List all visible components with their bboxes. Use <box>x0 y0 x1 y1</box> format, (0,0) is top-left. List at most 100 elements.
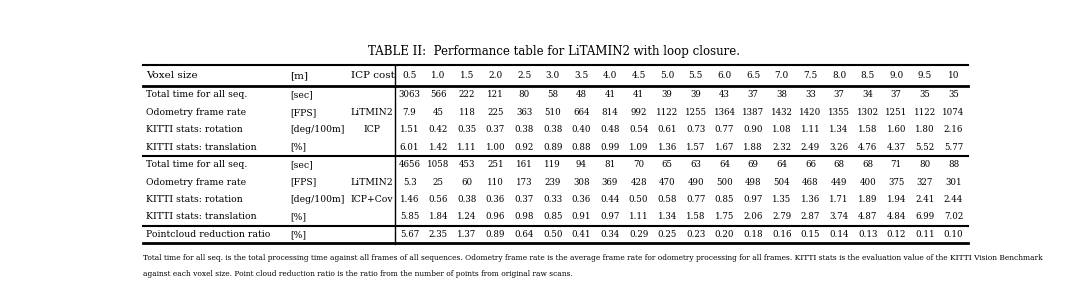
Text: 301: 301 <box>945 177 962 187</box>
Text: 2.49: 2.49 <box>800 143 820 152</box>
Text: Odometry frame rate: Odometry frame rate <box>146 177 246 187</box>
Text: 1.51: 1.51 <box>400 125 419 134</box>
Text: 400: 400 <box>860 177 876 187</box>
Text: 2.5: 2.5 <box>517 71 531 80</box>
Text: 10: 10 <box>948 71 959 80</box>
Text: 1432: 1432 <box>771 108 793 117</box>
Text: 39: 39 <box>662 90 673 99</box>
Text: 63: 63 <box>690 160 701 169</box>
Text: 5.85: 5.85 <box>400 212 419 222</box>
Text: KITTI stats: translation: KITTI stats: translation <box>146 143 257 152</box>
Text: 1.34: 1.34 <box>658 212 677 222</box>
Text: 0.23: 0.23 <box>686 230 705 239</box>
Text: ICP cost: ICP cost <box>351 71 395 80</box>
Text: 0.90: 0.90 <box>743 125 762 134</box>
Text: 70: 70 <box>633 160 644 169</box>
Text: 490: 490 <box>688 177 704 187</box>
Text: 6.5: 6.5 <box>746 71 760 80</box>
Text: 1.0: 1.0 <box>431 71 445 80</box>
Text: 66: 66 <box>805 160 815 169</box>
Text: 41: 41 <box>605 90 616 99</box>
Text: 1.94: 1.94 <box>887 195 906 204</box>
Text: 500: 500 <box>716 177 733 187</box>
Text: 35: 35 <box>919 90 930 99</box>
Text: 33: 33 <box>805 90 815 99</box>
Text: 0.91: 0.91 <box>571 212 591 222</box>
Text: 1387: 1387 <box>742 108 765 117</box>
Text: 0.96: 0.96 <box>486 212 505 222</box>
Text: 992: 992 <box>631 108 647 117</box>
Text: 173: 173 <box>516 177 532 187</box>
Text: 1.11: 1.11 <box>629 212 648 222</box>
Text: 1.36: 1.36 <box>658 143 677 152</box>
Text: 6.0: 6.0 <box>717 71 731 80</box>
Text: ICP+Cov: ICP+Cov <box>351 195 393 204</box>
Text: 0.10: 0.10 <box>944 230 963 239</box>
Text: 0.38: 0.38 <box>514 125 534 134</box>
Text: 0.58: 0.58 <box>658 195 677 204</box>
Text: 470: 470 <box>659 177 676 187</box>
Text: 369: 369 <box>602 177 618 187</box>
Text: Voxel size: Voxel size <box>146 71 198 80</box>
Text: Total time for all seq.: Total time for all seq. <box>146 90 247 99</box>
Text: 3.5: 3.5 <box>575 71 589 80</box>
Text: 80: 80 <box>518 90 530 99</box>
Text: LiTMIN2: LiTMIN2 <box>351 177 393 187</box>
Text: 8.5: 8.5 <box>861 71 875 80</box>
Text: 2.79: 2.79 <box>772 212 792 222</box>
Text: Total time for all seq.: Total time for all seq. <box>146 160 247 169</box>
Text: 0.44: 0.44 <box>600 195 620 204</box>
Text: 2.06: 2.06 <box>743 212 762 222</box>
Text: LiTMIN2: LiTMIN2 <box>351 108 393 117</box>
Text: 0.15: 0.15 <box>800 230 820 239</box>
Text: 363: 363 <box>516 108 532 117</box>
Text: 2.16: 2.16 <box>944 125 963 134</box>
Text: 0.85: 0.85 <box>715 195 734 204</box>
Text: 3.74: 3.74 <box>829 212 849 222</box>
Text: 308: 308 <box>573 177 590 187</box>
Text: 1.46: 1.46 <box>400 195 419 204</box>
Text: 375: 375 <box>888 177 904 187</box>
Text: 1.60: 1.60 <box>887 125 906 134</box>
Text: [%]: [%] <box>289 230 306 239</box>
Text: 0.5: 0.5 <box>403 71 417 80</box>
Text: 1364: 1364 <box>714 108 735 117</box>
Text: 37: 37 <box>834 90 845 99</box>
Text: 449: 449 <box>831 177 847 187</box>
Text: 1122: 1122 <box>657 108 678 117</box>
Text: 1.75: 1.75 <box>715 212 734 222</box>
Text: 3.0: 3.0 <box>545 71 559 80</box>
Text: 468: 468 <box>802 177 819 187</box>
Text: 0.40: 0.40 <box>571 125 591 134</box>
Text: [sec]: [sec] <box>289 160 312 169</box>
Text: 0.37: 0.37 <box>486 125 505 134</box>
Text: [sec]: [sec] <box>289 90 312 99</box>
Text: 1.84: 1.84 <box>429 212 448 222</box>
Text: 0.12: 0.12 <box>887 230 906 239</box>
Text: 0.34: 0.34 <box>600 230 620 239</box>
Text: 80: 80 <box>919 160 931 169</box>
Text: 0.64: 0.64 <box>514 230 534 239</box>
Text: 1302: 1302 <box>856 108 879 117</box>
Text: 5.5: 5.5 <box>689 71 703 80</box>
Text: 1.00: 1.00 <box>486 143 505 152</box>
Text: 0.29: 0.29 <box>629 230 648 239</box>
Text: 65: 65 <box>662 160 673 169</box>
Text: 4.76: 4.76 <box>858 143 877 152</box>
Text: 510: 510 <box>544 108 562 117</box>
Text: 251: 251 <box>487 160 503 169</box>
Text: 0.54: 0.54 <box>629 125 648 134</box>
Text: 25: 25 <box>433 177 444 187</box>
Text: 37: 37 <box>891 90 902 99</box>
Text: 64: 64 <box>777 160 787 169</box>
Text: 1.67: 1.67 <box>715 143 734 152</box>
Text: 1.11: 1.11 <box>800 125 820 134</box>
Text: 498: 498 <box>745 177 761 187</box>
Text: 5.52: 5.52 <box>915 143 934 152</box>
Text: 2.87: 2.87 <box>800 212 820 222</box>
Text: 68: 68 <box>862 160 874 169</box>
Text: 0.14: 0.14 <box>829 230 849 239</box>
Text: 1074: 1074 <box>943 108 964 117</box>
Text: 0.88: 0.88 <box>571 143 591 152</box>
Text: 71: 71 <box>891 160 902 169</box>
